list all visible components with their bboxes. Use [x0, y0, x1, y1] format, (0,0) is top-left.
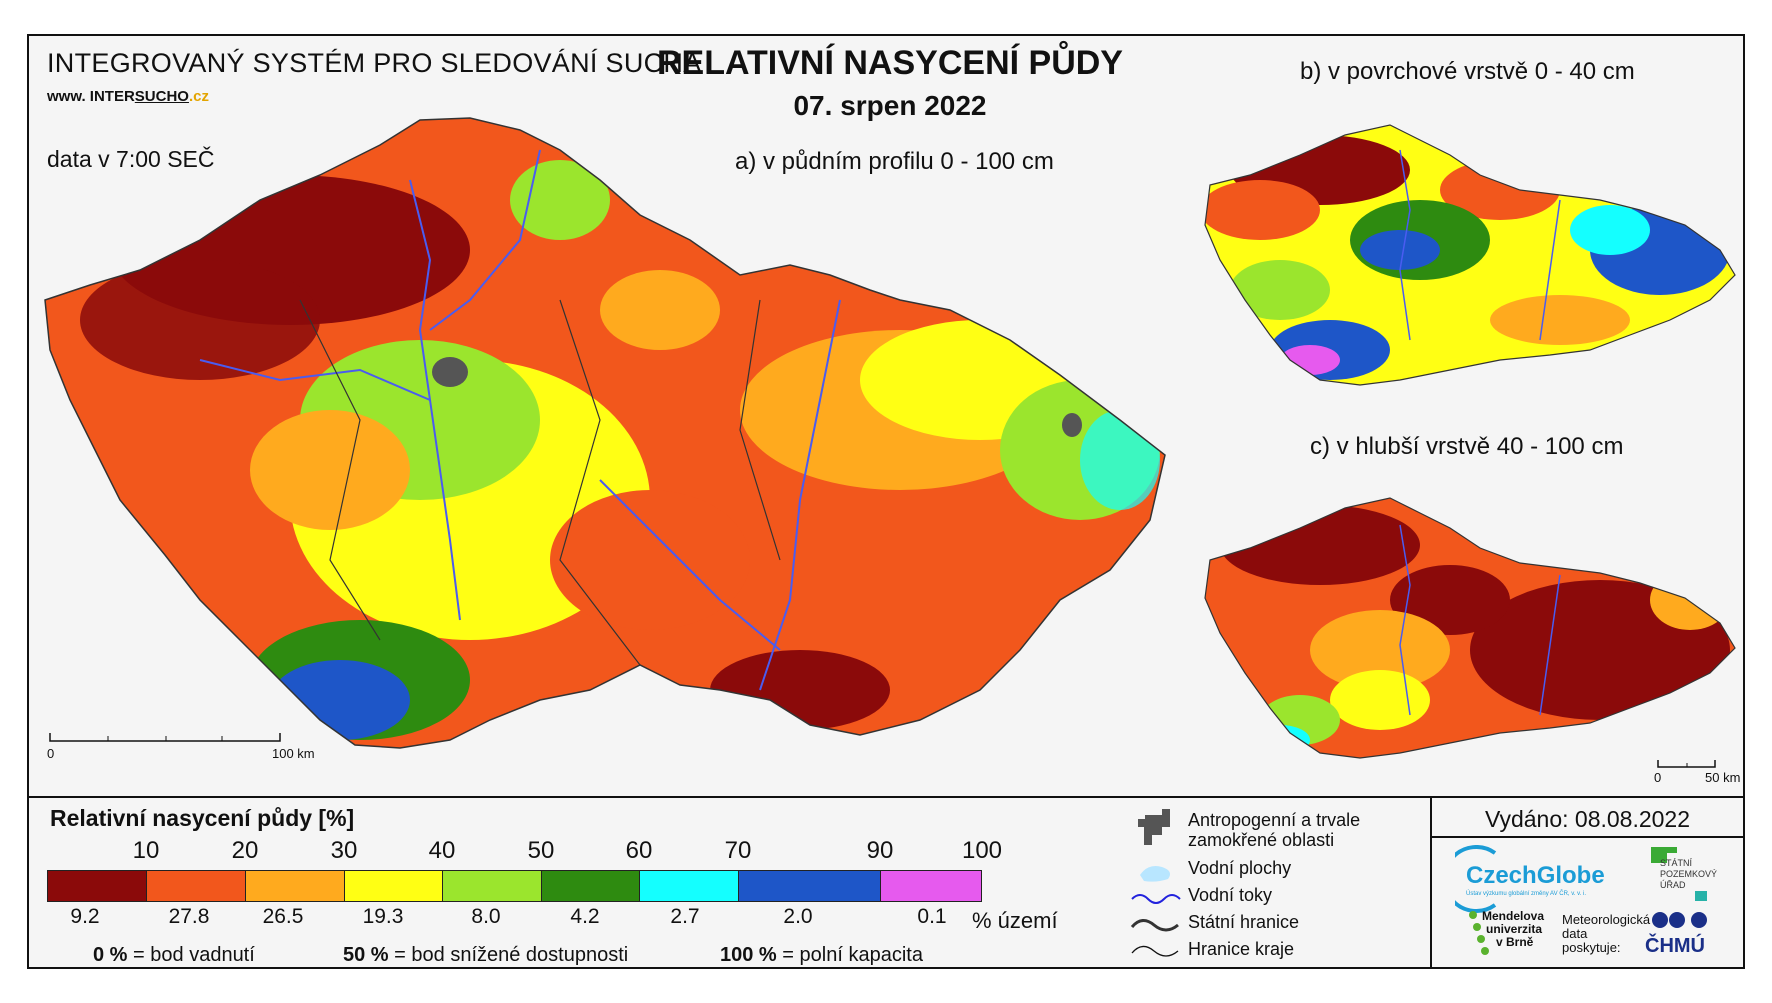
river-icon	[1131, 894, 1181, 904]
issued-divider	[1430, 836, 1745, 838]
scale-small-end: 50 km	[1705, 770, 1741, 785]
legend-state-border: Státní hranice	[1188, 912, 1300, 932]
water-area-icon	[1140, 866, 1170, 882]
issued-date: Vydáno: 08.08.2022	[1484, 806, 1691, 832]
legend-divider	[27, 796, 1745, 798]
legend-class-pct: 19.3	[362, 905, 404, 928]
spu-logo-icon	[1651, 847, 1667, 863]
legend-class-pct: 2.7	[670, 905, 700, 928]
scale-small-zero: 0	[1654, 770, 1662, 785]
legend-class-swatch	[880, 870, 982, 902]
legend-def-wilting: 0 % = bod vadnutí	[93, 944, 255, 966]
legend-tick: 30	[330, 837, 358, 864]
logo-box-border	[1430, 796, 1432, 969]
legend-class-pct: 27.8	[168, 905, 210, 928]
region-border-icon	[1131, 945, 1179, 957]
legend-tick: 60	[625, 837, 653, 864]
data-time: data v 7:00 SEČ	[47, 146, 215, 172]
legend-class-pct: 8.0	[471, 905, 501, 928]
legend-tick: 70	[724, 837, 752, 864]
scale-end: 100 km	[272, 746, 315, 761]
legend-class-swatch	[344, 870, 443, 902]
legend-class-pct: 4.2	[570, 905, 600, 928]
legend-class-swatch	[738, 870, 881, 902]
system-title: INTEGROVANÝ SYSTÉM PRO SLEDOVÁNÍ SUCHA	[47, 48, 702, 78]
spu-logo: STÁTNÍ POZEMKOVÝ ÚŘAD	[1660, 858, 1718, 890]
legend-class-swatch	[146, 870, 246, 902]
legend-class-swatch	[541, 870, 640, 902]
mendel-logo: Mendelova univerzita v Brně	[1482, 909, 1545, 949]
legend-tick: 20	[231, 837, 259, 864]
legend-anthropogenic: Antropogenní a trvale zamokřené oblasti	[1188, 810, 1361, 850]
legend-class-pct: 2.0	[783, 905, 813, 928]
logo-graphics	[1455, 845, 1707, 955]
symbol-icons	[1130, 809, 1181, 957]
legend-tick: 100	[961, 837, 1003, 864]
legend-class-swatch	[442, 870, 542, 902]
legend-def-reduced: 50 % = bod snížené dostupnosti	[343, 944, 629, 966]
met-data-text: Meteorologická data poskytuje:	[1562, 912, 1651, 955]
map-date: 07. srpen 2022	[793, 90, 987, 121]
legend-pct-unit: % území	[972, 908, 1058, 933]
legend-region-border: Hranice kraje	[1188, 939, 1295, 959]
legend-water-areas: Vodní plochy	[1188, 858, 1292, 878]
map-c-label: c) v hlubší vrstvě 40 - 100 cm	[1310, 433, 1624, 460]
scale-zero: 0	[47, 746, 55, 761]
map-title: RELATIVNÍ NASYCENÍ PŮDY	[657, 44, 1123, 82]
legend-tick: 50	[527, 837, 555, 864]
anthropogenic-icon	[1138, 809, 1170, 845]
map-a-label: a) v půdním profilu 0 - 100 cm	[735, 148, 1054, 175]
czechglobe-subtitle: Ústav výzkumu globální změny AV ČR, v. v…	[1466, 891, 1587, 897]
legend-class-pct: 9.2	[70, 905, 100, 928]
website-link[interactable]: www. INTERSUCHO.cz	[47, 88, 209, 105]
legend-tick: 10	[132, 837, 160, 864]
legend-title: Relativní nasycení půdy [%]	[50, 805, 355, 831]
czechglobe-logo-icon	[1455, 845, 1497, 913]
legend-class-pct: 0.1	[917, 905, 947, 928]
mendel-logo-icon	[1469, 911, 1489, 955]
legend-class-swatch	[47, 870, 147, 902]
legend-def-capacity: 100 % = polní kapacita	[720, 944, 923, 966]
legend-class-swatch	[245, 870, 345, 902]
chmu-logo-icon	[1652, 912, 1707, 928]
chmu-logo: ČHMÚ	[1645, 935, 1705, 957]
legend-rivers: Vodní toky	[1188, 885, 1273, 905]
legend-class-swatch	[639, 870, 739, 902]
czechglobe-logo: CzechGlobe	[1466, 862, 1605, 889]
legend-class-pct: 26.5	[262, 905, 304, 928]
map-b-label: b) v povrchové vrstvě 0 - 40 cm	[1300, 58, 1635, 85]
legend-tick: 40	[428, 837, 456, 864]
state-border-icon	[1130, 919, 1179, 932]
legend-tick: 90	[866, 837, 894, 864]
